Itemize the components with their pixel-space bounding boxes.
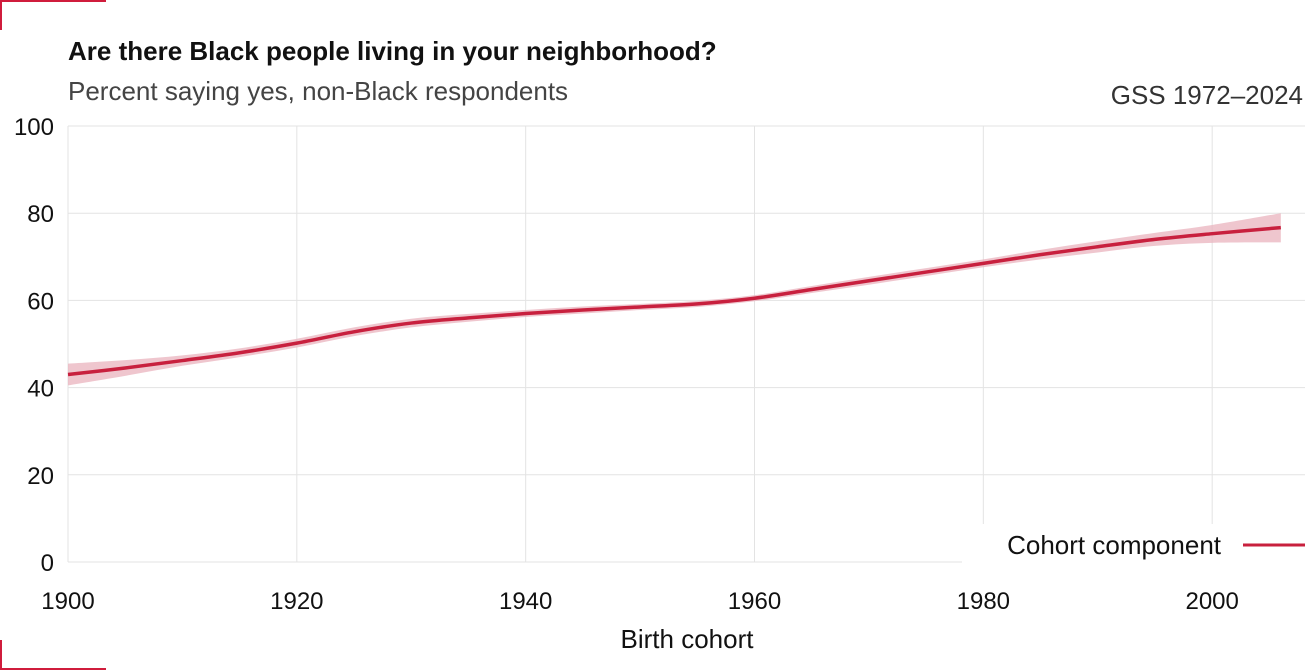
top-left-corner-mark-vertical: [0, 0, 2, 30]
grid-lines: [67, 125, 1305, 563]
series-line-group: [67, 225, 1281, 377]
x-tick-label: 2000: [1185, 588, 1238, 615]
x-tick-label: 1940: [499, 588, 552, 615]
y-tick-label: 40: [27, 376, 54, 403]
x-tick-label: 1960: [728, 588, 781, 615]
y-tick-label: 0: [41, 550, 54, 577]
data-source-label: GSS 1972–2024: [1110, 80, 1303, 110]
legend: Cohort component: [962, 524, 1305, 566]
y-axis-ticks: 0 20 40 60 80 100: [14, 114, 54, 577]
x-tick-label: 1920: [270, 588, 323, 615]
legend-label: Cohort component: [1007, 530, 1222, 560]
x-tick-label: 1980: [957, 588, 1010, 615]
chart-title: Are there Black people living in your ne…: [68, 36, 717, 66]
series-line-cohort-component: [67, 225, 1281, 377]
y-tick-label: 20: [27, 463, 54, 490]
top-left-corner-mark: [0, 0, 106, 2]
y-tick-label: 60: [27, 288, 54, 315]
bottom-left-corner-mark: [0, 668, 106, 670]
bottom-left-corner-mark-vertical: [0, 640, 2, 670]
y-tick-label: 100: [14, 114, 54, 141]
x-tick-label: 1900: [41, 588, 94, 615]
x-axis-title: Birth cohort: [621, 624, 755, 654]
chart-subtitle: Percent saying yes, non-Black respondent…: [68, 76, 569, 106]
confidence-band-group: [68, 213, 1281, 386]
y-tick-label: 80: [27, 201, 54, 228]
x-axis-ticks: 1900 1920 1940 1960 1980 2000: [41, 588, 1239, 615]
confidence-band: [68, 213, 1281, 386]
